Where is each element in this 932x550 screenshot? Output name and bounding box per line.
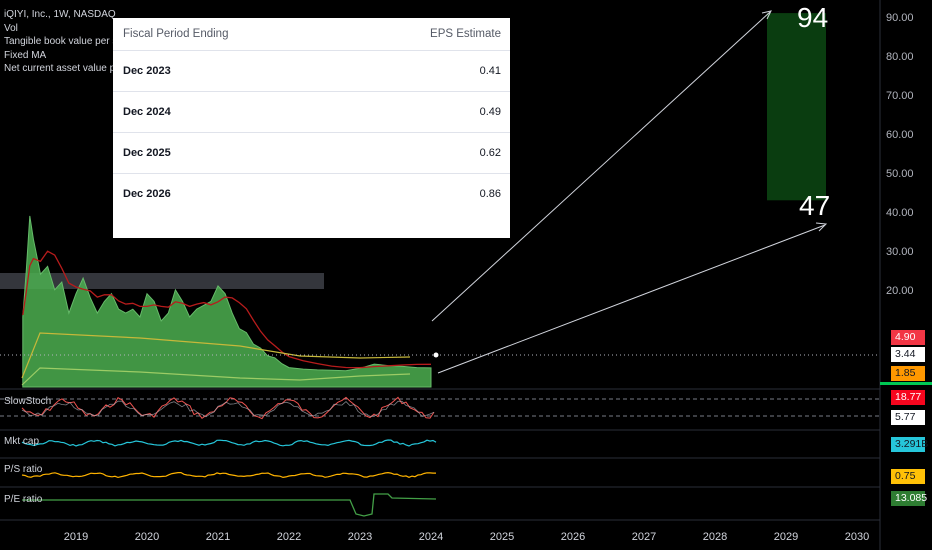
- pane-label-stoch: SlowStoch: [4, 396, 52, 407]
- pe-ratio-line: [22, 493, 437, 517]
- eps-table-header: Fiscal Period Ending EPS Estimate: [113, 18, 510, 50]
- stoch-d-text: 5.77: [895, 411, 916, 423]
- ps-ratio-line: [21, 471, 436, 479]
- ncav-line: [21, 367, 411, 386]
- projection-arrow-high: [431, 11, 771, 322]
- price-tag-orange-text: 1.85: [895, 367, 916, 379]
- eps-cell: 0.62: [479, 147, 501, 159]
- header-eps: EPS Estimate: [430, 28, 501, 40]
- mktcap-text: 3.291B: [895, 438, 929, 450]
- legend-tangible-book: Tangible book value per share, FQ: [4, 36, 157, 47]
- eps-cell: 0.49: [479, 106, 501, 118]
- legend-ncav: Net current asset value per share, FQ: [4, 63, 172, 74]
- y-tick-label: 30.00: [886, 246, 914, 258]
- mktcap-line: [21, 439, 437, 447]
- arrow-head-low: [815, 222, 828, 232]
- x-tick-label: 2021: [206, 531, 230, 543]
- table-row: Dec 2026 0.86: [113, 173, 510, 214]
- pane-label-pe: P/E ratio: [4, 494, 43, 505]
- y-tick-label: 60.00: [886, 129, 914, 141]
- price-tag-orange: 1.85: [891, 366, 925, 381]
- pane-label-mktcap: Mkt cap: [4, 436, 40, 447]
- x-tick-label: 2029: [774, 531, 798, 543]
- price-tag-red-text: 4.90: [895, 331, 916, 343]
- arrow-head-high: [761, 10, 772, 20]
- symbol-title: iQIYI, Inc., 1W, NASDAQ: [4, 9, 116, 20]
- price-area: [22, 215, 432, 388]
- y-tick-label: 80.00: [886, 51, 914, 63]
- pe-text: 13.085: [895, 492, 928, 504]
- stoch-d-tag: 5.77: [891, 410, 925, 425]
- y-tick-label: 90.00: [886, 12, 914, 24]
- period-cell: Dec 2026: [123, 188, 171, 200]
- x-tick-label: 2027: [632, 531, 656, 543]
- x-tick-label: 2023: [348, 531, 372, 543]
- pane-label-ps: P/S ratio: [4, 464, 43, 475]
- target-low-label: 47: [799, 190, 831, 221]
- ps-tag: 0.75: [891, 469, 925, 484]
- x-tick-label: 2028: [703, 531, 727, 543]
- stoch-d-line: [21, 400, 435, 418]
- moving-average-line: [22, 250, 432, 369]
- target-high-label: 94: [797, 2, 829, 33]
- table-row: Dec 2024 0.49: [113, 91, 510, 132]
- legend-fixed-ma: Fixed MA: [4, 49, 47, 61]
- period-cell: Dec 2025: [123, 147, 171, 159]
- eps-estimate-table: Fiscal Period Ending EPS Estimate Dec 20…: [113, 18, 510, 238]
- chart-legend: iQIYI, Inc., 1W, NASDAQ Vol Tangible boo…: [4, 8, 171, 76]
- axis-marker-green: [880, 382, 932, 385]
- table-row: Dec 2023 0.41: [113, 50, 510, 91]
- table-row: Dec 2025 0.62: [113, 132, 510, 173]
- price-tag-red: 4.90: [891, 330, 925, 345]
- stoch-k-text: 18.77: [895, 391, 922, 403]
- y-tick-label: 40.00: [886, 207, 914, 219]
- legend-vol: Vol: [4, 22, 18, 34]
- x-tick-label: 2025: [490, 531, 514, 543]
- price-tag-last-text: 3.44: [895, 348, 916, 360]
- header-period: Fiscal Period Ending: [123, 28, 229, 40]
- ps-text: 0.75: [895, 470, 916, 482]
- y-tick-label: 70.00: [886, 90, 914, 102]
- x-tick-label: 2030: [845, 531, 869, 543]
- x-tick-label: 2020: [135, 531, 159, 543]
- tangible-book-line: [21, 332, 411, 379]
- x-tick-label: 2026: [561, 531, 585, 543]
- x-tick-label: 2024: [419, 531, 443, 543]
- stoch-k-line: [21, 396, 435, 420]
- mktcap-tag: 3.291B: [891, 437, 929, 452]
- last-price-marker: [433, 352, 439, 358]
- projection-arrow-low: [437, 224, 826, 374]
- x-tick-label: 2019: [64, 531, 88, 543]
- period-cell: Dec 2023: [123, 65, 171, 77]
- y-tick-label: 50.00: [886, 168, 914, 180]
- eps-cell: 0.86: [479, 188, 501, 200]
- stoch-k-tag: 18.77: [891, 390, 925, 405]
- period-cell: Dec 2024: [123, 106, 171, 118]
- x-tick-label: 2022: [277, 531, 301, 543]
- y-tick-label: 20.00: [886, 285, 914, 297]
- target-range-box: [767, 13, 826, 201]
- eps-cell: 0.41: [479, 65, 501, 77]
- price-tag-last: 3.44: [891, 347, 925, 362]
- pe-tag: 13.085: [891, 491, 928, 506]
